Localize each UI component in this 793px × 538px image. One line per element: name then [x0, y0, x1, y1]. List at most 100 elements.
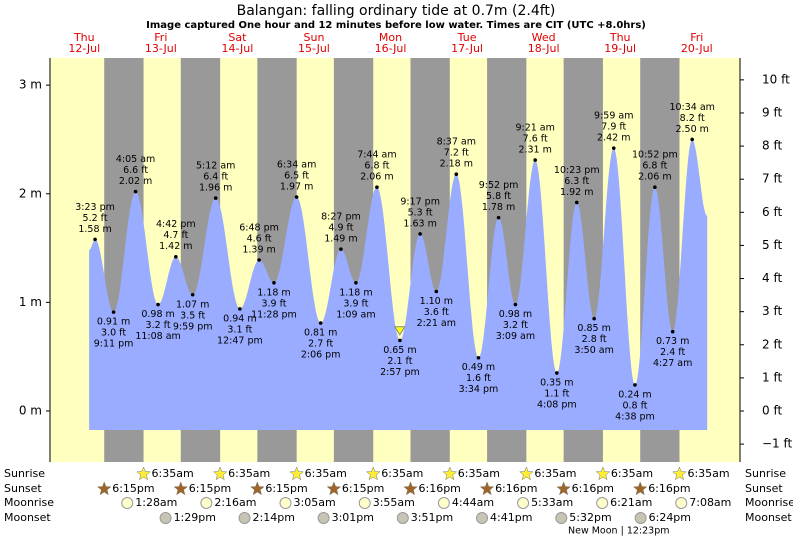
tide-label: 1.49 m [324, 234, 357, 245]
tide-label: 9:59 am [594, 111, 633, 122]
tide-extreme [434, 289, 439, 294]
row-time: 4:41pm [490, 511, 532, 524]
sunrise-icon [519, 466, 534, 481]
tide-extreme [174, 254, 178, 259]
tide-label: 1.92 m [560, 187, 593, 198]
tide-extreme [318, 321, 323, 325]
row-time: 6:35am [152, 467, 194, 480]
tide-label: 4:38 pm [615, 411, 655, 422]
moonrise-icon [437, 497, 450, 509]
current-tide-marker [393, 326, 406, 336]
tide-label: 3.2 ft [503, 320, 528, 331]
date-label: 20-Jul [681, 42, 713, 55]
tide-label: 8.2 ft [680, 113, 705, 124]
tide-label: 3.6 ft [424, 307, 449, 318]
tide-label: 3:34 pm [459, 384, 499, 395]
sunrise-icon [365, 466, 381, 481]
weekday-label: Sun [303, 31, 324, 44]
row-time: 6:35am [611, 467, 653, 480]
moonset-icon [159, 512, 172, 524]
y2-tick-label: 10 ft [762, 72, 790, 86]
row-label-right: Moonrise [745, 496, 793, 509]
tide-label: 0.73 m [656, 336, 689, 347]
moonrise-icon [279, 497, 292, 509]
date-label: 15-Jul [298, 42, 330, 55]
row-time: 1:29pm [174, 511, 216, 524]
tide-label: 1.78 m [482, 202, 515, 213]
date-label: 18-Jul [528, 42, 560, 55]
tide-label: 3.9 ft [261, 298, 286, 309]
moonset-icon [476, 512, 489, 524]
row-time: 5:33am [531, 496, 573, 509]
tide-label: 6.6 ft [123, 165, 148, 176]
tide-extreme [670, 329, 675, 334]
tide-label: 0.24 m [618, 389, 651, 400]
row-time: 7:08am [689, 496, 731, 509]
tide-label: 3.2 ft [146, 320, 171, 331]
tide-extreme [611, 146, 616, 150]
tide-label: 2.18 m [440, 159, 473, 170]
y-tick-label: 0 m [19, 403, 42, 417]
tide-extreme [533, 158, 537, 162]
tide-extreme [690, 137, 694, 142]
tide-extreme [213, 196, 218, 200]
tide-label: 8:37 am [437, 137, 476, 148]
row-label-right: Moonset [745, 511, 792, 524]
row-time: 6:15pm [342, 482, 384, 495]
tide-extreme [294, 195, 299, 199]
sunrise-icon [136, 466, 151, 481]
tide-label: 10:34 am [669, 102, 714, 113]
y-tick-label: 2 m [19, 186, 42, 200]
tide-label: 1.39 m [242, 245, 275, 256]
moonrise-icon [358, 497, 371, 509]
row-time: 6:24pm [649, 511, 691, 524]
row-time: 5:32pm [569, 511, 611, 524]
row-time: 6:16pm [648, 482, 690, 495]
tide-label: 9:59 pm [173, 321, 213, 332]
row-time: 2:14pm [253, 511, 295, 524]
row-time: 2:16am [214, 496, 256, 509]
date-label: 13-Jul [145, 42, 177, 55]
tide-label: 0.81 m [304, 327, 337, 338]
tide-label: 3.9 ft [343, 298, 368, 309]
weekday-label: Fri [154, 31, 167, 44]
tide-label: 9:17 pm [400, 196, 440, 207]
tide-label: 0.35 m [540, 377, 573, 388]
tide-area [89, 139, 708, 430]
tide-label: 1.58 m [78, 224, 111, 235]
moonrise-icon [675, 497, 688, 509]
moonset-icon [396, 512, 409, 524]
sunset-icon [556, 481, 571, 496]
tide-label: 6.8 ft [642, 161, 667, 172]
row-label: Moonrise [4, 496, 54, 509]
weekday-label: Sat [228, 31, 247, 44]
moonrise-icon [121, 497, 134, 509]
row-time: 3:01pm [332, 511, 374, 524]
tide-label: 2.4 ft [660, 347, 685, 358]
tide-extreme [133, 189, 138, 194]
sunset-icon [326, 481, 342, 496]
plot-area [50, 58, 740, 462]
tide-label: 7.2 ft [444, 148, 469, 159]
moonset-icon [317, 512, 330, 524]
moonrise-icon [596, 497, 609, 509]
tide-label: 6.8 ft [364, 161, 389, 172]
row-time: 6:35am [687, 467, 729, 480]
row-label-right: Sunrise [745, 467, 786, 480]
tide-extreme [238, 307, 242, 311]
date-label: 19-Jul [604, 42, 636, 55]
tide-label: 6.3 ft [564, 176, 589, 187]
moonset-icon [238, 512, 251, 524]
chart-subtitle: Image captured One hour and 12 minutes b… [146, 20, 646, 31]
y2-tick-label: 9 ft [762, 105, 782, 119]
tide-label: 1.96 m [199, 183, 232, 194]
row-time: 6:35am [305, 467, 347, 480]
tide-extreme [476, 355, 481, 360]
tide-label: 8:27 pm [321, 212, 361, 223]
tide-label: 11:08 am [135, 331, 180, 342]
tide-label: 5.3 ft [408, 207, 433, 218]
tide-label: 2.02 m [119, 176, 152, 187]
sunset-icon [250, 481, 265, 496]
tide-extreme [272, 281, 276, 285]
tide-extreme [156, 302, 160, 307]
